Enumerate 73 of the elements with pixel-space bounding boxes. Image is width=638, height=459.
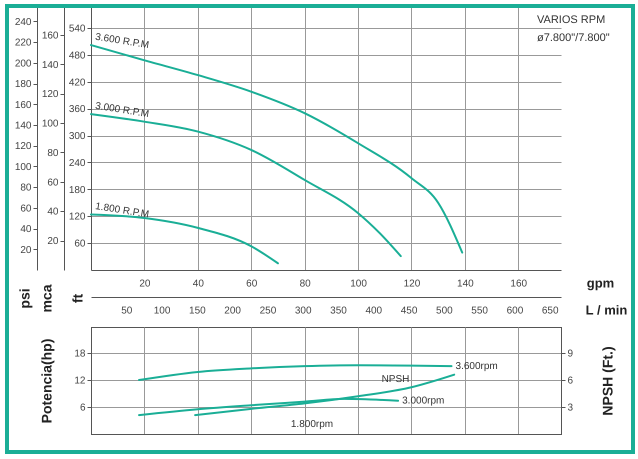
x2-tick-label: 450 [400,306,418,316]
y2-tick-label: 40 [47,206,59,218]
annotation: 1.800rpm [290,419,334,430]
text: ø7.800"/7.800" [537,32,610,44]
y3-tick-label: 200 [14,58,32,70]
y3-tick-label: 100 [14,162,32,173]
y2-tick-label: 3 [568,402,574,414]
x2-tick-label: 650 [542,306,559,316]
y-axis-title: ft [70,294,86,304]
x2-tick-label: 250 [260,306,277,316]
x-tick-label: 80 [300,278,312,290]
y2-axis-title: mca [38,284,54,313]
text: 3.000 R.P.M [94,100,150,120]
x2-tick-label: 100 [154,306,171,316]
x2-tick-label: 150 [189,306,206,316]
y-tick-label: 18 [74,348,86,360]
y-tick-label: 240 [68,158,86,169]
line-series [138,364,453,382]
y2-tick-label: 100 [42,118,59,130]
x-tick-label: 100 [350,278,368,290]
x2-tick-label: 400 [365,306,383,316]
x-tick-label: 60 [246,278,258,290]
x-axis-title: gpm [586,276,614,290]
y-tick-label: 180 [68,184,86,196]
x-tick-label: 160 [510,278,528,290]
y-tick-label: 120 [68,212,86,223]
x-tick-label: 40 [192,278,204,290]
x2-tick-label: 300 [294,306,312,316]
text: 1.800 R.P.M [94,201,150,220]
x2-tick-label: 350 [330,306,348,316]
y3-tick-label: 240 [14,16,32,28]
x2-tick-label: 500 [436,306,454,316]
series-label: 3.600rpm [456,361,498,372]
y3-tick-label: 180 [14,79,32,90]
y-tick-label: 60 [74,238,86,250]
y3-axis-title: psi [16,288,32,309]
y2-tick-label: 140 [42,60,59,71]
y2-tick-label: 120 [42,89,59,100]
y3-tick-label: 20 [20,244,32,256]
series-label: 3.000rpm [402,396,444,407]
x2-tick-label: 600 [506,306,524,316]
y-tick-label: 540 [68,24,86,35]
y2-tick-label: 160 [42,30,59,42]
y2-tick-label: 60 [47,177,59,188]
y3-tick-label: 220 [14,38,32,49]
y-tick-label: 420 [68,77,86,88]
y2-axis-title: NPSH (Ft.) [600,346,616,416]
y-tick-label: 12 [74,376,86,387]
x2-tick-label: 50 [121,306,133,316]
y-tick-label: 480 [68,50,86,62]
text: 3.600 R.P.M [94,32,150,52]
y3-tick-label: 160 [14,100,32,111]
y2-tick-label: 20 [47,236,59,248]
series-label: NPSH [382,374,410,386]
y2-tick-label: 80 [47,148,59,159]
y2-tick-label: 9 [568,348,574,360]
y3-tick-label: 60 [20,203,32,214]
y2-tick-label: 6 [568,376,574,387]
text: VARIOS RPM [537,14,606,26]
y3-tick-label: 140 [14,120,32,132]
x2-tick-label: 200 [224,306,242,316]
y-tick-label: 6 [80,402,86,414]
y-axis-title: Potencia(hp) [38,338,54,424]
y-tick-label: 360 [68,104,86,116]
y3-tick-label: 80 [20,182,32,194]
x-tick-label: 20 [139,278,151,290]
x-tick-label: 120 [404,278,421,290]
x2-tick-label: 550 [471,306,488,316]
x2-axis-title: L / min [586,302,628,318]
y3-tick-label: 40 [20,224,32,236]
x-tick-label: 140 [457,278,474,290]
y-tick-label: 300 [68,131,86,142]
y3-tick-label: 120 [14,141,32,152]
